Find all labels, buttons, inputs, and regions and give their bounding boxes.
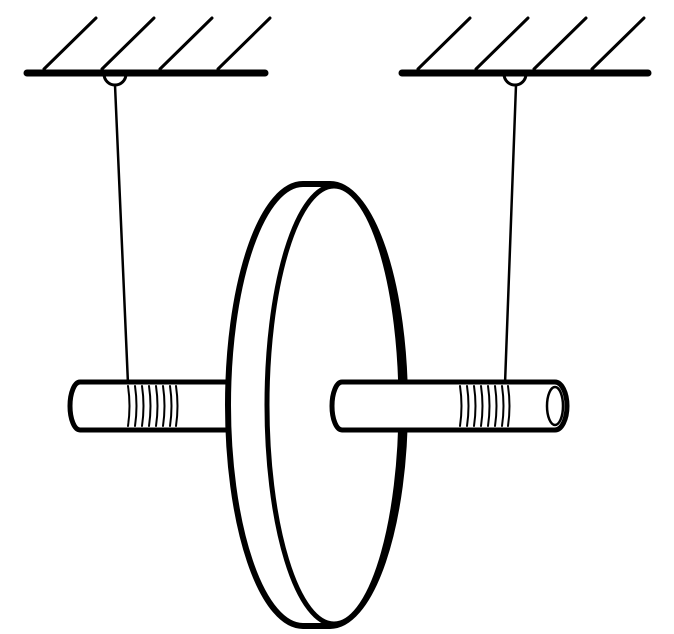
right-string (503, 83, 518, 386)
right-axle-winding (459, 385, 511, 427)
left-string (113, 83, 130, 386)
left-ceiling-hatching (42, 16, 272, 71)
left-ceiling (23, 16, 272, 87)
right-axle-end (545, 385, 565, 427)
left-axle-winding (127, 385, 179, 427)
right-axle (329, 379, 570, 433)
right-ceiling-hatching (416, 16, 646, 71)
left-axle-body (67, 379, 241, 433)
left-axle (67, 379, 241, 433)
right-axle-body (329, 379, 570, 433)
right-ceiling (398, 16, 652, 87)
